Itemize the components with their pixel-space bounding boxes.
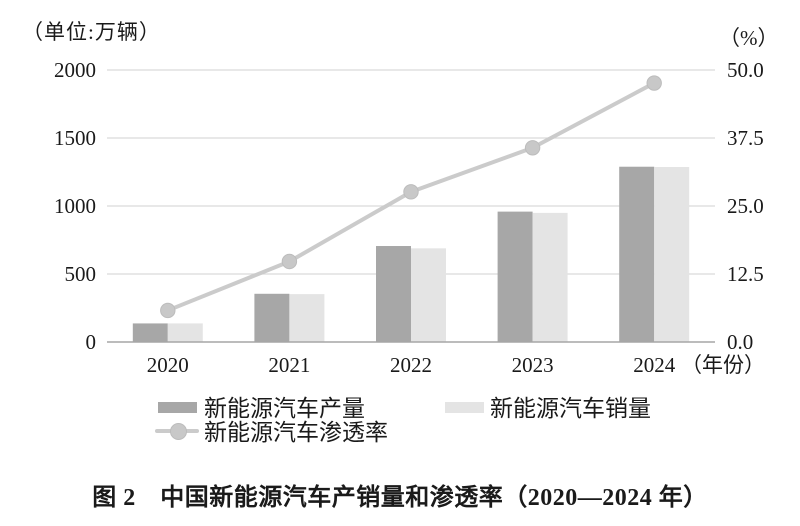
bar-sales-2021 xyxy=(289,294,325,342)
x-axis-tick-label: 2021 xyxy=(268,353,310,377)
penetration-marker-2023 xyxy=(524,140,541,156)
bar-production-2021 xyxy=(254,293,290,342)
left-axis-tick-label: 1000 xyxy=(54,194,96,218)
left-axis-tick-label: 2000 xyxy=(54,58,96,82)
right-axis-tick-label: 12.5 xyxy=(727,262,764,286)
bar-sales-2024 xyxy=(654,167,690,342)
right-axis-unit-label: （%） xyxy=(719,26,779,50)
bar-production-2023 xyxy=(497,211,533,342)
left-axis-unit-label: （单位:万辆） xyxy=(22,20,161,44)
legend-marker-icon xyxy=(170,423,187,440)
legend-label-production: 新能源汽车产量 xyxy=(204,396,365,421)
left-axis-tick-label: 0 xyxy=(86,330,97,354)
combo-chart: 0 500 1000 1500 2000 0.0 12.5 25.0 37.5 50.0 2020 2… xyxy=(54,58,765,377)
legend-label-sales: 新能源汽车销量 xyxy=(490,396,651,421)
bar-sales-2023 xyxy=(532,212,568,342)
bar-production-2020 xyxy=(132,323,168,342)
right-axis-tick-label: 25.0 xyxy=(727,194,764,218)
x-axis-tick-label: 2023 xyxy=(512,353,554,377)
bar-production-2022 xyxy=(376,246,411,342)
penetration-marker-2020 xyxy=(160,302,176,319)
legend-label-penetration: 新能源汽车渗透率 xyxy=(204,420,388,445)
penetration-marker-2022 xyxy=(403,184,419,200)
bar-sales-2022 xyxy=(411,248,446,342)
penetration-marker-2021 xyxy=(281,253,298,270)
x-axis-unit-label: （年份） xyxy=(681,353,765,377)
penetration-marker-2024 xyxy=(646,75,662,91)
right-axis-tick-label: 50.0 xyxy=(727,58,764,82)
x-axis-tick-label: 2024 xyxy=(633,353,676,377)
legend-swatch-sales xyxy=(445,402,484,413)
x-axis-tick-label: 2022 xyxy=(390,353,432,377)
left-axis-tick-label: 1500 xyxy=(54,126,96,150)
bar-production-2024 xyxy=(619,166,655,342)
right-axis-tick-label: 37.5 xyxy=(727,126,764,150)
right-axis-tick-label: 0.0 xyxy=(727,330,753,354)
x-axis-tick-label: 2020 xyxy=(147,353,189,377)
left-axis-tick-label: 500 xyxy=(65,262,97,286)
legend-swatch-production xyxy=(158,402,197,413)
figure-caption: 图 2 中国新能源汽车产销量和渗透率（2020—2024 年） xyxy=(92,485,708,511)
bar-sales-2020 xyxy=(167,323,203,342)
